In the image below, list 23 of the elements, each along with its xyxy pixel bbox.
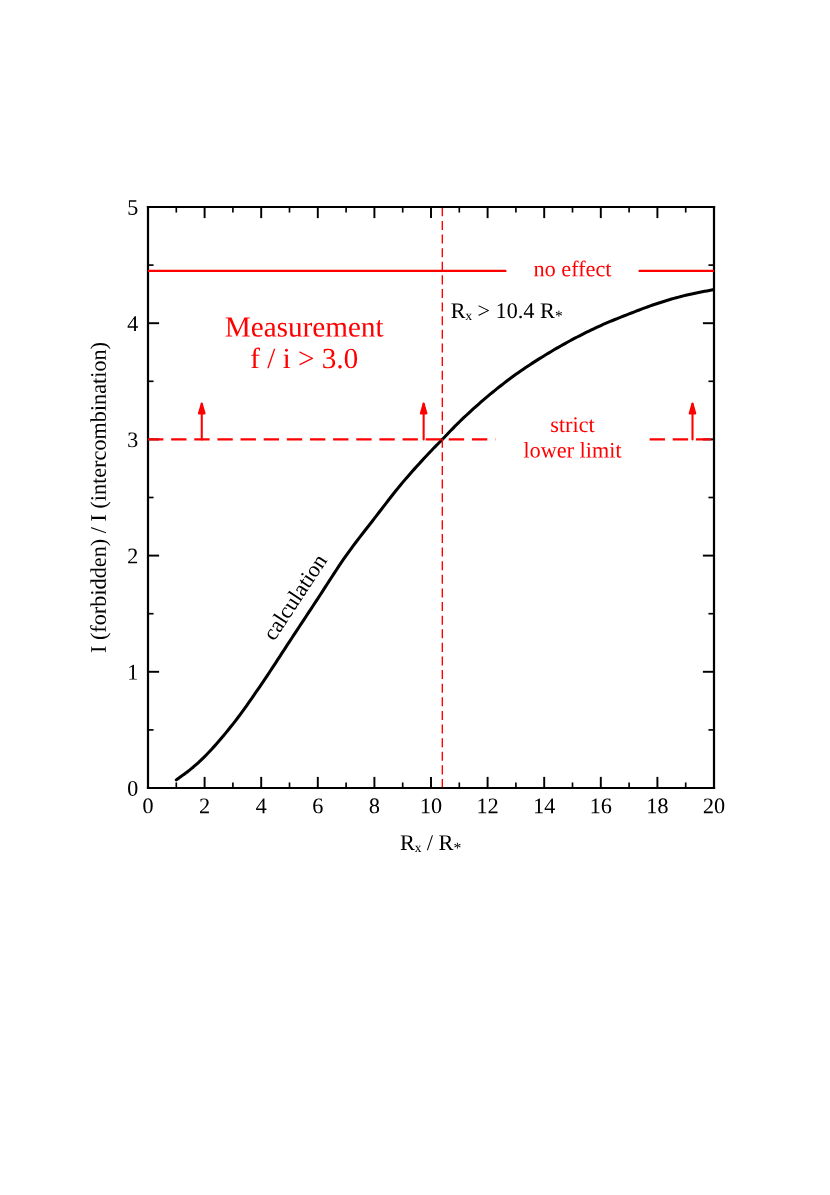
y-tick-label: 2 [128,548,138,564]
ref-line-label: strict lower limit [523,417,622,458]
y-tick-label: 3 [128,432,138,448]
annotation: Measurement f / i > 3.0 [225,317,384,369]
y-tick-label: 4 [127,316,138,331]
x-tick-label: 20 [703,798,725,814]
x-tick-label: 18 [648,798,668,814]
x-tick-label: 16 [591,798,612,814]
x-axis-title: Rₓ / R$_{*}$ [400,835,461,852]
x-tick-label: 10 [421,798,442,814]
ref-line-label: no effect [534,260,612,277]
y-axis-title: I (forbidden) / I (intercombination) [90,342,111,653]
x-tick-label: 8 [369,798,380,814]
ref-line-label: Rₓ > 10.4 R$_{*}$ [451,303,563,320]
x-tick-label: 14 [535,798,555,814]
x-tick-label: 4 [256,798,267,814]
y-tick-label: 1 [129,664,137,680]
y-tick-label: 5 [128,200,138,215]
y-tick-label: 0 [128,780,138,796]
x-tick-label: 0 [143,798,153,814]
x-tick-label: 12 [478,798,498,814]
x-tick-label: 6 [313,798,323,814]
x-tick-label: 2 [200,798,209,814]
